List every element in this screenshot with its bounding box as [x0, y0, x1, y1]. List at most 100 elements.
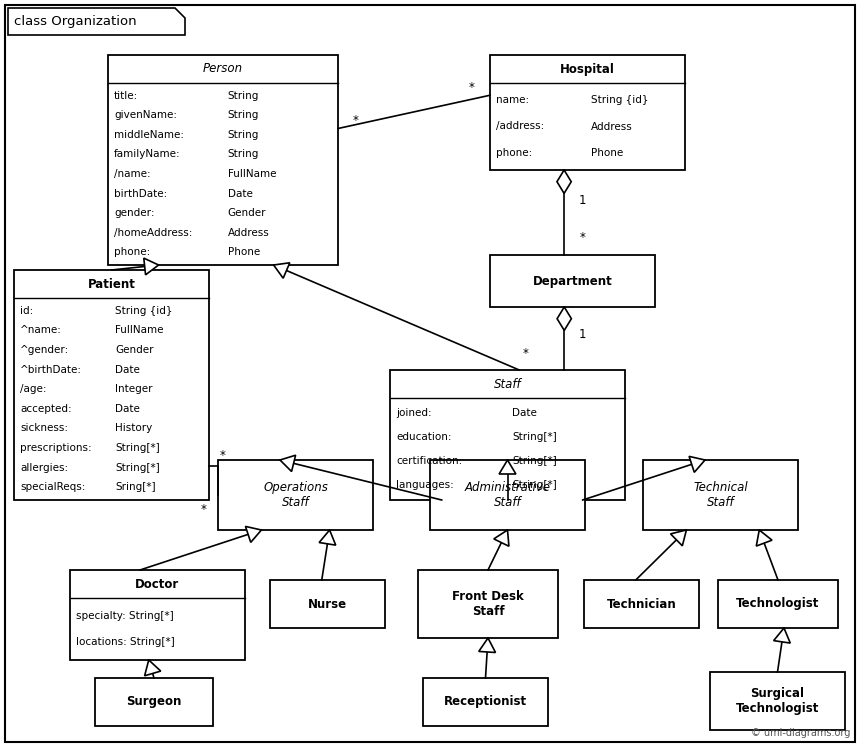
Text: Surgeon: Surgeon	[126, 695, 181, 708]
Text: String: String	[228, 111, 259, 120]
Text: gender:: gender:	[114, 208, 155, 218]
Text: title:: title:	[114, 90, 138, 101]
Text: Date: Date	[115, 404, 140, 414]
Text: *: *	[523, 347, 528, 361]
Text: Address: Address	[592, 122, 633, 131]
Text: locations: String[*]: locations: String[*]	[76, 637, 175, 648]
Text: Front Desk
Staff: Front Desk Staff	[452, 590, 524, 618]
Text: allergies:: allergies:	[20, 462, 68, 473]
Text: Date: Date	[115, 365, 140, 374]
Bar	[710, 672, 845, 730]
Text: String {id}: String {id}	[115, 306, 173, 316]
Text: String: String	[228, 130, 259, 140]
Text: prescriptions:: prescriptions:	[20, 443, 92, 453]
Text: *: *	[580, 231, 585, 244]
Polygon shape	[245, 527, 261, 542]
Polygon shape	[557, 307, 571, 330]
Text: /name:: /name:	[114, 169, 150, 179]
Bar	[418, 570, 558, 638]
Bar	[108, 55, 338, 265]
Text: sickness:: sickness:	[20, 424, 68, 433]
Text: Hospital: Hospital	[560, 63, 615, 75]
Bar	[218, 460, 373, 530]
Text: accepted:: accepted:	[20, 404, 71, 414]
Text: Gender: Gender	[228, 208, 266, 218]
Text: Integer: Integer	[115, 384, 153, 394]
Polygon shape	[689, 456, 705, 472]
Bar	[584, 580, 699, 628]
Text: © uml-diagrams.org: © uml-diagrams.org	[751, 728, 850, 738]
Text: String[*]: String[*]	[115, 462, 160, 473]
Polygon shape	[756, 530, 772, 546]
Text: education:: education:	[396, 433, 452, 442]
Text: String[*]: String[*]	[513, 433, 557, 442]
Text: joined:: joined:	[396, 409, 432, 418]
Text: Gender: Gender	[115, 345, 154, 355]
Text: String[*]: String[*]	[513, 456, 557, 466]
Polygon shape	[774, 628, 790, 643]
Text: String {id}: String {id}	[592, 95, 649, 105]
Text: Sring[*]: Sring[*]	[115, 483, 156, 492]
Text: /homeAddress:: /homeAddress:	[114, 228, 193, 238]
Bar	[270, 580, 385, 628]
Text: 1: 1	[578, 193, 586, 206]
Polygon shape	[319, 530, 335, 545]
Text: languages:: languages:	[396, 480, 454, 489]
Text: certification:: certification:	[396, 456, 463, 466]
Bar	[490, 55, 685, 170]
Text: *: *	[220, 449, 226, 462]
Polygon shape	[479, 638, 495, 652]
Text: *: *	[201, 503, 207, 515]
Bar	[95, 678, 213, 726]
Text: String[*]: String[*]	[115, 443, 160, 453]
Text: ^birthDate:: ^birthDate:	[20, 365, 82, 374]
Text: *: *	[469, 81, 475, 94]
Polygon shape	[8, 8, 185, 35]
Bar	[423, 678, 548, 726]
Text: birthDate:: birthDate:	[114, 188, 167, 199]
Text: String[*]: String[*]	[513, 480, 557, 489]
Text: id:: id:	[20, 306, 34, 316]
Text: Person: Person	[203, 63, 243, 75]
Text: specialReqs:: specialReqs:	[20, 483, 85, 492]
Text: Operations
Staff: Operations Staff	[263, 481, 328, 509]
Text: FullName: FullName	[115, 326, 164, 335]
Text: specialty: String[*]: specialty: String[*]	[76, 610, 174, 621]
Text: Surgical
Technologist: Surgical Technologist	[736, 687, 820, 715]
Bar	[718, 580, 838, 628]
Text: Staff: Staff	[494, 377, 521, 391]
Text: String: String	[228, 90, 259, 101]
Text: /age:: /age:	[20, 384, 46, 394]
Text: /address:: /address:	[496, 122, 544, 131]
Bar	[490, 255, 655, 307]
Polygon shape	[144, 258, 158, 275]
Text: Address: Address	[228, 228, 269, 238]
Text: Date: Date	[228, 188, 253, 199]
Polygon shape	[144, 660, 161, 676]
Bar	[430, 460, 585, 530]
Text: Doctor: Doctor	[135, 577, 180, 590]
Polygon shape	[671, 530, 686, 546]
Text: Nurse: Nurse	[308, 598, 347, 610]
Text: Date: Date	[513, 409, 538, 418]
Text: ^gender:: ^gender:	[20, 345, 70, 355]
Bar	[14, 270, 209, 500]
Text: String: String	[228, 149, 259, 159]
Text: givenName:: givenName:	[114, 111, 177, 120]
Text: Department: Department	[532, 274, 612, 288]
Text: *: *	[353, 114, 359, 127]
Text: familyName:: familyName:	[114, 149, 181, 159]
Text: Patient: Patient	[88, 277, 135, 291]
Text: 1: 1	[579, 329, 586, 341]
Text: Phone: Phone	[592, 148, 624, 158]
Bar	[643, 460, 798, 530]
Text: Technician: Technician	[606, 598, 676, 610]
Text: Receptionist: Receptionist	[444, 695, 527, 708]
Text: FullName: FullName	[228, 169, 276, 179]
Polygon shape	[273, 263, 290, 278]
Text: phone:: phone:	[496, 148, 532, 158]
Polygon shape	[557, 170, 571, 193]
Polygon shape	[499, 460, 516, 474]
Text: Phone: Phone	[228, 247, 260, 257]
Text: name:: name:	[496, 95, 529, 105]
